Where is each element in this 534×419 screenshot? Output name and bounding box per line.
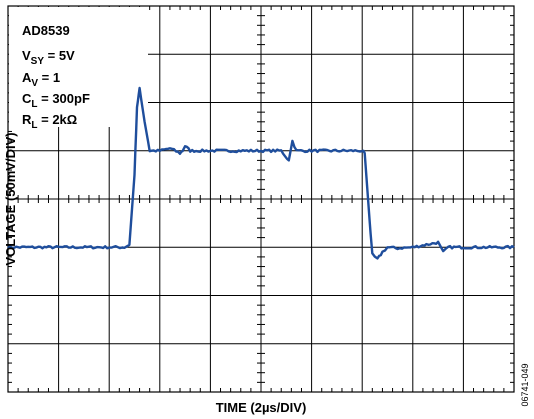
annotation-part: AD8539 (22, 23, 70, 38)
annotation-rl: RL = 2kΩ (22, 112, 77, 131)
waveform-trace (7, 86, 515, 260)
center-axis-ticks (8, 6, 514, 392)
x-axis-label: TIME (2µs/DIV) (216, 400, 307, 415)
annotation-cl: CL = 300pF (22, 91, 90, 110)
annotation-vsy: VSY = 5V (22, 48, 75, 67)
figure-id: 06741-049 (520, 363, 530, 406)
y-axis-label: VOLTAGE (50mV/DIV) (3, 132, 18, 265)
annotation-av: AV = 1 (22, 70, 60, 89)
annotation-box (9, 7, 148, 127)
